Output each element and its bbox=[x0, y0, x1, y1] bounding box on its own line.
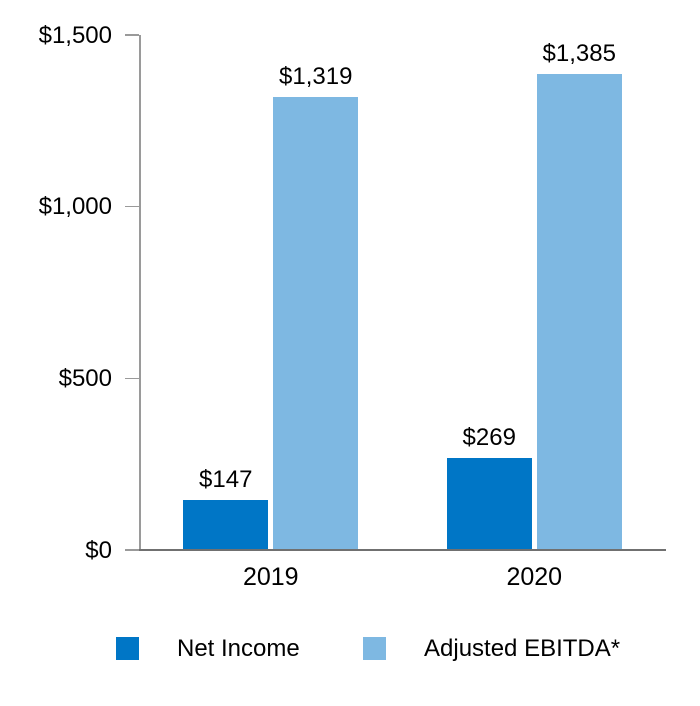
bar-net-income-2020 bbox=[446, 457, 532, 550]
x-axis-line bbox=[139, 549, 666, 551]
bar-adjusted-ebitda-2020 bbox=[536, 74, 622, 550]
x-category-label-2019: 2019 bbox=[242, 563, 299, 591]
y-tick-label-2: $1,000 bbox=[38, 193, 112, 221]
x-category-label-2020: 2020 bbox=[506, 563, 563, 591]
bar-value-label-adjusted-ebitda-2020: $1,385 bbox=[542, 40, 616, 68]
bar-value-label-adjusted-ebitda-2019: $1,319 bbox=[279, 63, 353, 91]
bar-value-label-net-income-2020: $269 bbox=[462, 423, 516, 451]
y-tick-2 bbox=[125, 205, 139, 208]
legend-label-1: Adjusted EBITDA* bbox=[424, 635, 621, 662]
bar-net-income-2019 bbox=[183, 499, 269, 550]
legend-item-adjusted-ebitda: Adjusted EBITDA* bbox=[363, 634, 620, 663]
legend-label-0: Net Income bbox=[177, 635, 300, 662]
bar-adjusted-ebitda-2019 bbox=[273, 97, 359, 550]
bar-value-label-net-income-2019: $147 bbox=[199, 465, 253, 493]
y-tick-label-3: $1,500 bbox=[38, 21, 112, 49]
y-tick-1 bbox=[125, 377, 139, 380]
y-tick-3 bbox=[125, 34, 139, 36]
legend-item-net-income: Net Income bbox=[116, 634, 300, 663]
y-tick-label-0: $0 bbox=[85, 536, 112, 564]
y-tick-label-1: $500 bbox=[58, 364, 112, 392]
y-axis-line bbox=[139, 35, 141, 550]
legend-swatch-1 bbox=[363, 637, 386, 660]
legend-swatch-0 bbox=[116, 637, 139, 660]
y-tick-0 bbox=[125, 549, 139, 551]
